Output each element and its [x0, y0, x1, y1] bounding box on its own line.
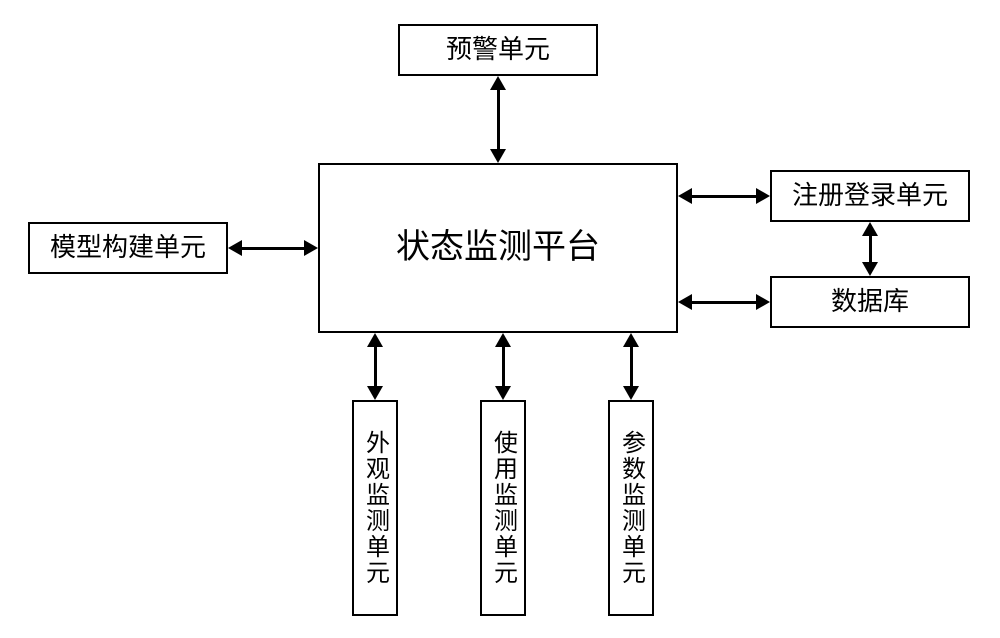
node-bottom2: 使用监测单元	[480, 400, 526, 616]
node-right-top: 注册登录单元	[770, 170, 970, 222]
arrowhead-icon	[623, 386, 639, 400]
arrowhead-icon	[367, 386, 383, 400]
arrowhead-icon	[228, 240, 242, 256]
node-bottom3: 参数监测单元	[608, 400, 654, 616]
arrowhead-icon	[862, 222, 878, 236]
arrowhead-icon	[304, 240, 318, 256]
node-bottom1: 外观监测单元	[352, 400, 398, 616]
arrowhead-icon	[862, 262, 878, 276]
node-bottom3-label: 参数监测单元	[614, 430, 649, 586]
node-left-label: 模型构建单元	[50, 234, 206, 263]
arrowhead-icon	[495, 386, 511, 400]
arrowhead-icon	[623, 333, 639, 347]
edge-left-center	[242, 247, 304, 250]
arrowhead-icon	[495, 333, 511, 347]
node-left: 模型构建单元	[28, 222, 228, 274]
node-right-top-label: 注册登录单元	[792, 182, 948, 211]
node-bottom1-label: 外观监测单元	[358, 430, 393, 586]
node-top-label: 预警单元	[446, 36, 550, 65]
edge-center-righttop	[692, 195, 756, 198]
node-bottom2-label: 使用监测单元	[486, 430, 521, 586]
edge-center-bottom3	[630, 347, 633, 386]
arrowhead-icon	[678, 294, 692, 310]
node-center: 状态监测平台	[318, 163, 678, 333]
edge-center-bottom2	[502, 347, 505, 386]
edge-center-bottom1	[374, 347, 377, 386]
edge-center-rightbottom	[692, 301, 756, 304]
arrowhead-icon	[756, 188, 770, 204]
node-right-bottom: 数据库	[770, 276, 970, 328]
arrowhead-icon	[490, 76, 506, 90]
edge-righttop-rightbottom	[869, 236, 872, 262]
arrowhead-icon	[756, 294, 770, 310]
edge-top-center	[497, 90, 500, 149]
node-right-bottom-label: 数据库	[831, 288, 909, 317]
node-top: 预警单元	[398, 24, 598, 76]
node-center-label: 状态监测平台	[396, 229, 600, 266]
arrowhead-icon	[490, 149, 506, 163]
arrowhead-icon	[367, 333, 383, 347]
diagram-canvas: 状态监测平台 预警单元 模型构建单元 注册登录单元 数据库 外观监测单元 使用监…	[0, 0, 1000, 638]
arrowhead-icon	[678, 188, 692, 204]
